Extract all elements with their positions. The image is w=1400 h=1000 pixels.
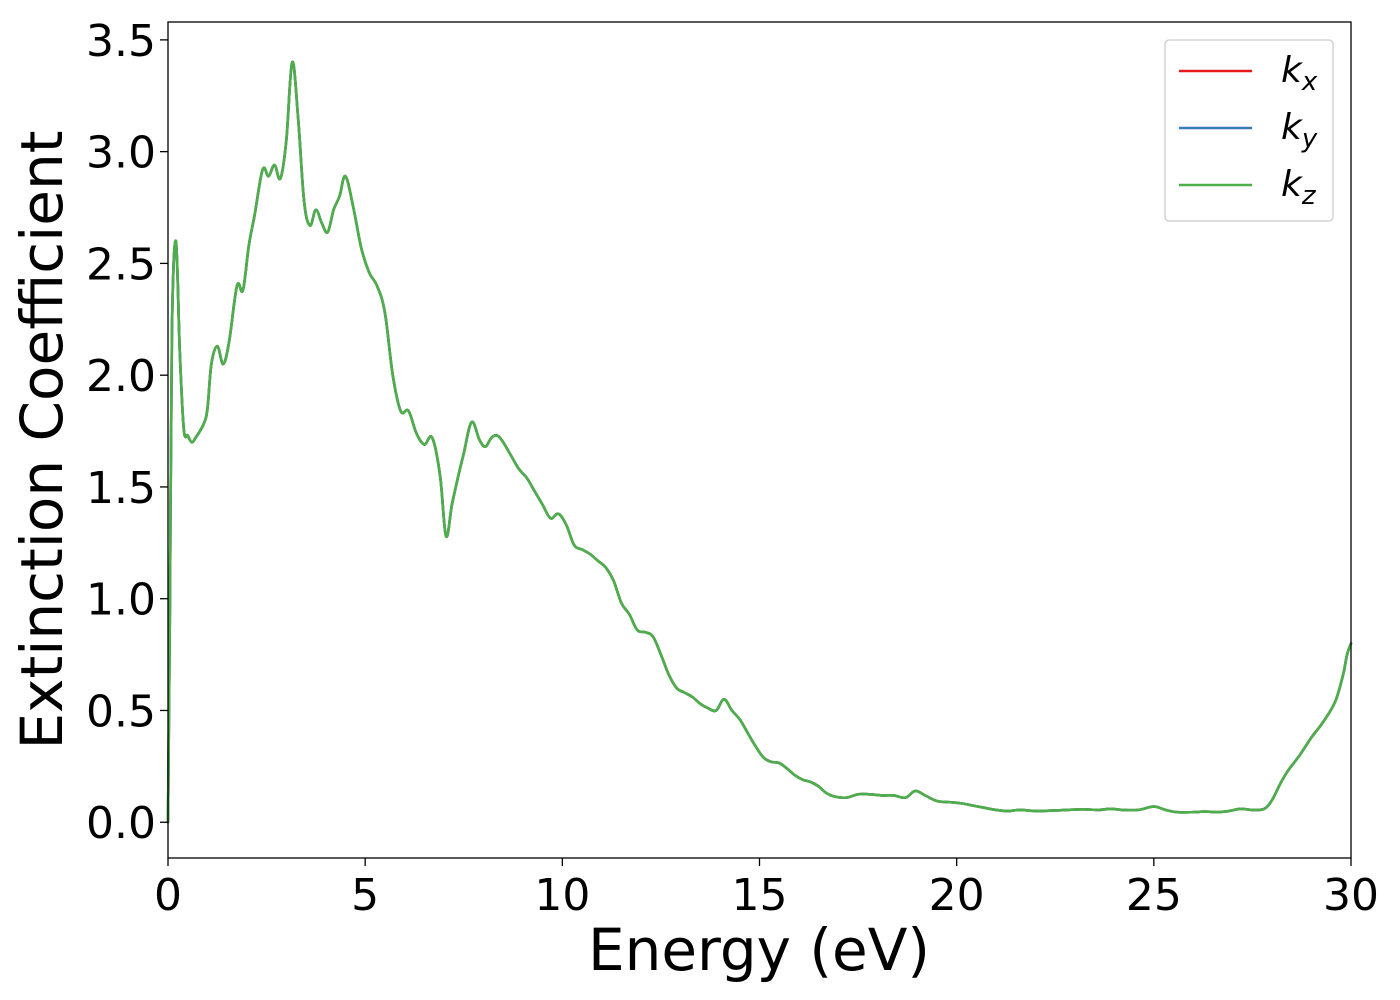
y-tick-label: 0.5 [86, 686, 156, 737]
legend-label-subscript: z [1301, 181, 1317, 211]
legend-label-subscript: y [1301, 124, 1318, 154]
y-tick-label: 2.0 [86, 351, 156, 402]
y-tick-label: 1.5 [86, 463, 156, 514]
y-tick-label: 1.0 [86, 575, 156, 626]
legend-label-main: k [1281, 107, 1304, 148]
x-tick-label: 0 [154, 870, 182, 921]
y-axis-ticks: 0.0 0.5 1.0 1.5 2.0 2.5 3.0 3.5 [86, 16, 168, 849]
x-tick-label: 20 [929, 870, 985, 921]
x-axis-ticks: 0 5 10 15 20 25 30 [154, 858, 1379, 921]
x-tick-label: 30 [1323, 870, 1379, 921]
series-line-z [166, 60, 1353, 824]
series-layer [166, 60, 1353, 824]
x-tick-label: 10 [534, 870, 590, 921]
y-tick-label: 0.0 [86, 798, 156, 849]
legend-label-x: kx [1281, 50, 1318, 97]
legend-label-main: k [1281, 164, 1304, 205]
legend-label-z: kz [1281, 164, 1317, 211]
x-axis-label: Energy (eV) [588, 916, 930, 984]
legend-frame [1164, 39, 1334, 222]
x-tick-label: 15 [732, 870, 788, 921]
y-axis-label: Extinction Coefficient [8, 131, 76, 750]
y-tick-label: 3.5 [86, 16, 156, 67]
y-tick-label: 3.0 [86, 128, 156, 179]
legend-label-y: ky [1281, 107, 1318, 154]
legend-label-subscript: x [1301, 67, 1318, 97]
x-tick-label: 25 [1126, 870, 1182, 921]
legend-label-main: k [1281, 50, 1304, 91]
x-tick-label: 5 [351, 870, 379, 921]
y-tick-label: 2.5 [86, 239, 156, 290]
